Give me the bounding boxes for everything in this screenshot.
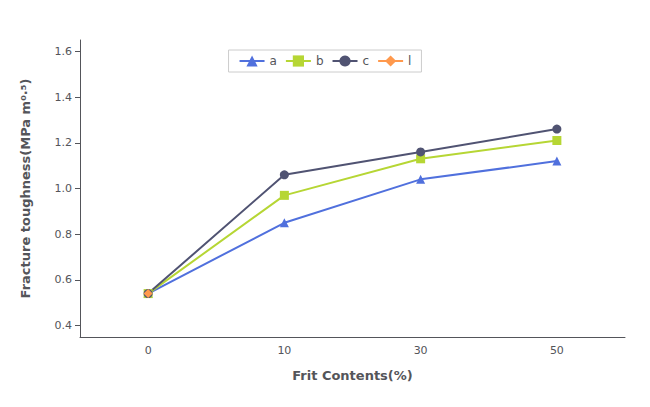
svg-text:1.0: 1.0 bbox=[55, 182, 73, 195]
svg-text:Fracture toughness(MPa m⁰·⁵): Fracture toughness(MPa m⁰·⁵) bbox=[18, 79, 33, 299]
svg-text:30: 30 bbox=[414, 344, 428, 357]
svg-text:0: 0 bbox=[145, 344, 152, 357]
svg-text:c: c bbox=[363, 54, 370, 68]
svg-text:1.6: 1.6 bbox=[55, 45, 73, 58]
svg-text:a: a bbox=[270, 54, 277, 68]
svg-text:0.6: 0.6 bbox=[55, 273, 73, 286]
svg-text:Frit Contents(%): Frit Contents(%) bbox=[292, 368, 413, 383]
svg-text:l: l bbox=[408, 54, 411, 68]
svg-text:0.8: 0.8 bbox=[55, 228, 73, 241]
svg-text:1.4: 1.4 bbox=[55, 91, 73, 104]
svg-text:1.2: 1.2 bbox=[55, 136, 73, 149]
svg-text:0.4: 0.4 bbox=[55, 319, 73, 332]
svg-text:50: 50 bbox=[550, 344, 564, 357]
svg-text:10: 10 bbox=[277, 344, 291, 357]
svg-text:b: b bbox=[316, 54, 324, 68]
